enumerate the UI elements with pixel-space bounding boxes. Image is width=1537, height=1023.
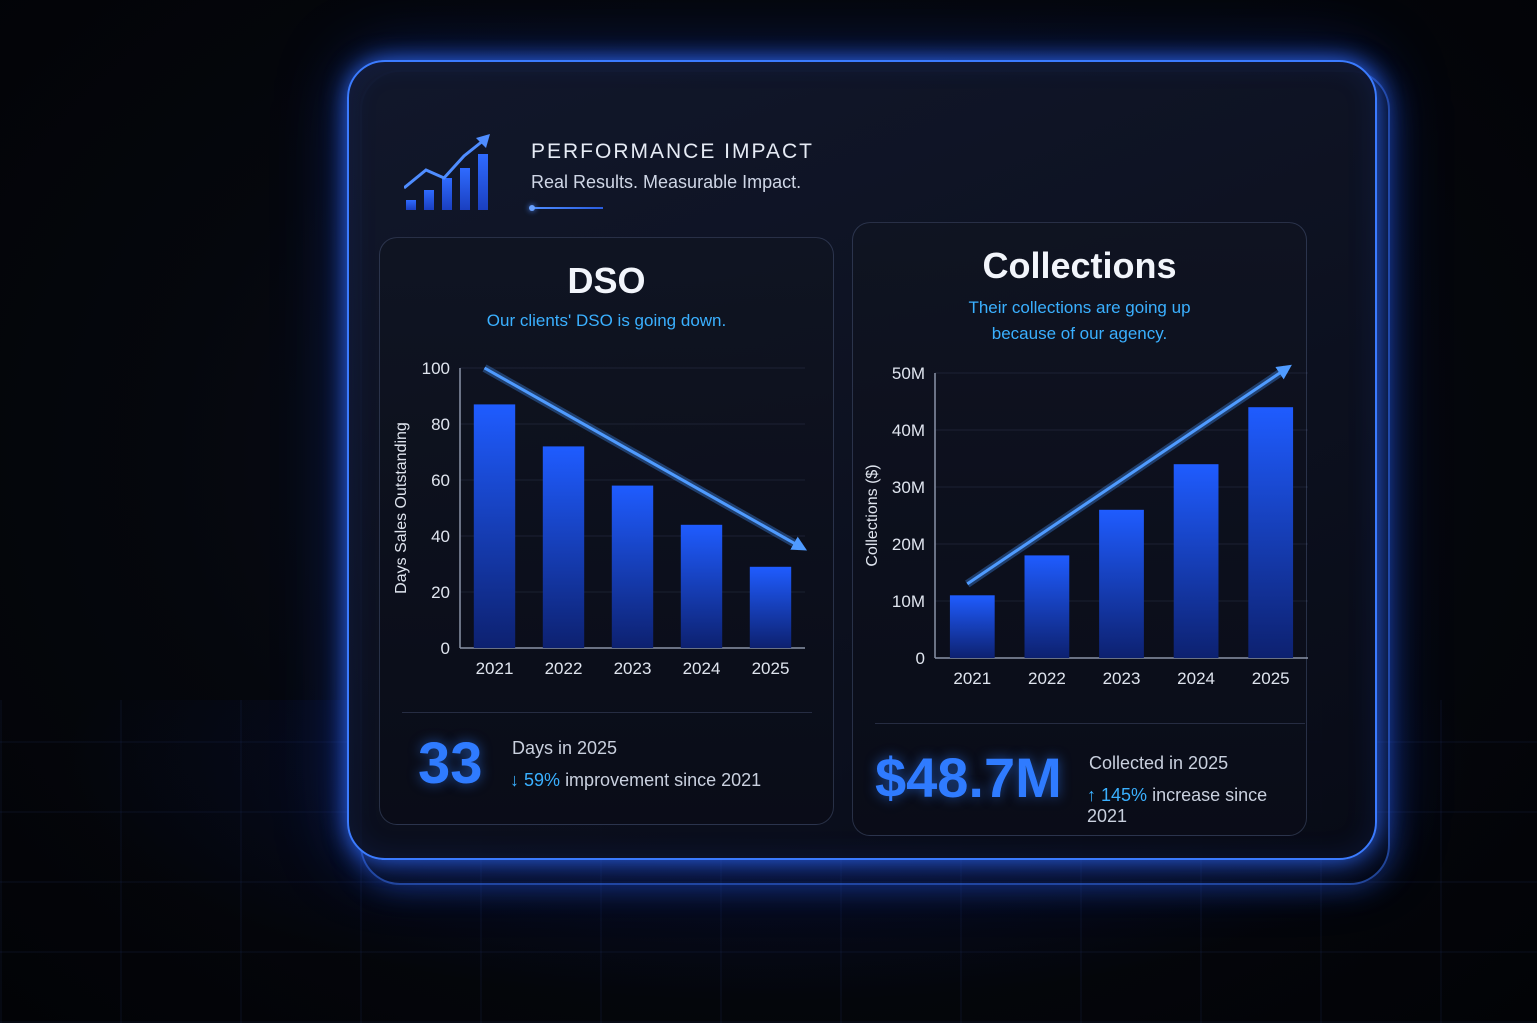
bar-2023	[1099, 509, 1144, 658]
y-tick-label: 0	[916, 649, 925, 668]
arrow-up-icon: ↑	[1087, 785, 1096, 805]
x-tick-label: 2024	[683, 659, 721, 678]
collections-kpi-change: ↑ 145% increase since 2021	[1087, 785, 1306, 827]
dso-kpi-percent: 59%	[524, 770, 561, 790]
header-underline-dot	[529, 205, 535, 211]
trend-arrow	[966, 364, 1292, 586]
dso-kpi-value: 33	[418, 731, 483, 796]
y-tick-label: 40	[431, 527, 450, 546]
y-tick-label: 10M	[892, 592, 925, 611]
x-tick-label: 2022	[1028, 669, 1066, 688]
x-tick-label: 2025	[1252, 669, 1290, 688]
collections-chart: 0 10M 20M 30M 40M 50M 2021 2022 2023 2024 2025 Coll…	[864, 364, 1308, 688]
bar-2023	[611, 485, 654, 648]
x-tick-label: 2021	[476, 659, 514, 678]
bar-2025	[749, 566, 792, 648]
y-tick-label: 50M	[892, 364, 925, 383]
bar-2024	[680, 524, 723, 648]
x-tick-label: 2023	[1103, 669, 1141, 688]
dso-title: DSO	[567, 260, 646, 301]
dso-kpi-change-text: improvement since 2021	[565, 770, 762, 790]
x-tick-label: 2022	[545, 659, 583, 678]
x-tick-label: 2025	[752, 659, 790, 678]
x-tick-label: 2024	[1177, 669, 1215, 688]
dso-kpi-label: Days in 2025	[512, 738, 618, 758]
collections-kpi-value: $48.7M	[875, 746, 1062, 809]
bar-2021	[949, 595, 995, 658]
collections-kpi-change-text: increase since 2021	[1087, 785, 1268, 826]
y-tick-label: 0	[441, 639, 450, 658]
bar-2022	[542, 446, 585, 648]
x-tick-label: 2023	[614, 659, 652, 678]
trend-arrow	[483, 366, 808, 551]
bar-2021	[473, 404, 516, 648]
y-tick-label: 30M	[892, 478, 925, 497]
page-subtitle: Real Results. Measurable Impact.	[531, 172, 802, 192]
dso-chart: 0 20 40 60 80 100 2021 2022 2023 2024 2025 Days Sal…	[393, 359, 808, 678]
y-tick-label: 40M	[892, 421, 925, 440]
dso-kpi-change: ↓ 59% improvement since 2021	[510, 770, 761, 791]
y-tick-label: 100	[422, 359, 450, 378]
collections-title: Collections	[982, 245, 1177, 286]
collections-card: Collections Their collections are going …	[852, 222, 1308, 836]
collections-subtitle-line1: Their collections are going up	[968, 298, 1191, 317]
page-title: PERFORMANCE IMPACT	[531, 140, 814, 163]
dso-divider	[402, 712, 812, 713]
dso-subtitle: Our clients' DSO is going down.	[486, 311, 727, 330]
bar-2024	[1173, 464, 1219, 658]
y-tick-label: 60	[431, 471, 450, 490]
collections-kpi-label: Collected in 2025	[1089, 753, 1229, 773]
collections-kpi-percent: 145%	[1101, 785, 1148, 805]
y-tick-label: 20	[431, 583, 450, 602]
collections-subtitle-line2: because of our agency.	[991, 324, 1168, 343]
y-tick-label: 80	[431, 415, 450, 434]
header-underline	[531, 207, 603, 209]
dso-card: DSO Our clients' DSO is going down. 0 20 4…	[379, 237, 834, 825]
collections-divider	[875, 723, 1305, 724]
y-axis-label: Collections ($)	[864, 464, 881, 566]
arrow-down-icon: ↓	[510, 770, 519, 790]
growth-chart-icon	[404, 134, 490, 210]
x-tick-label: 2021	[953, 669, 991, 688]
bar-2022	[1024, 555, 1070, 658]
y-tick-label: 20M	[892, 535, 925, 554]
dashboard-panel: PERFORMANCE IMPACT Real Results. Measura…	[347, 60, 1377, 860]
bar-2025	[1248, 407, 1294, 658]
y-axis-label: Days Sales Outstanding	[393, 422, 410, 594]
